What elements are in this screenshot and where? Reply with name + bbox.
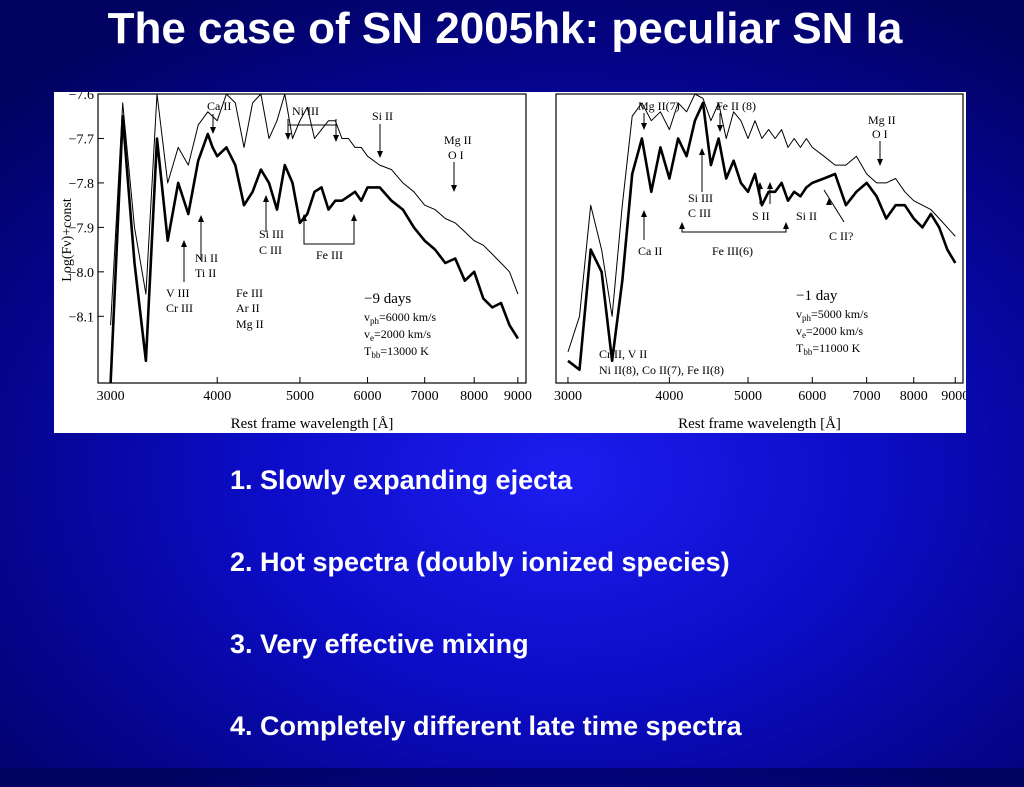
line-marker-ni-ii-head [198, 215, 204, 222]
epoch-label: −9 days [364, 291, 411, 307]
spectrum-thin-line [567, 93, 956, 353]
line-id-si-ii: Si II [372, 109, 393, 123]
x-tick-label: 9000 [941, 389, 966, 404]
line-id-fe-iii: Fe III [236, 286, 263, 300]
spectrum-thick-line [567, 101, 957, 371]
x-tick-label: 5000 [286, 389, 314, 404]
line-id-c-iii: C III [259, 243, 282, 257]
y-tick-label: −8.0 [69, 266, 94, 281]
plot-frame [97, 93, 527, 384]
temperature-label: Tbb=13000 K [364, 344, 429, 360]
line-marker-s-ii-head [757, 182, 763, 189]
line-bracket-fe-iii [303, 238, 355, 245]
velocity-e-label: ve=2000 km/s [796, 324, 863, 340]
line-marker-v-iii-head [181, 240, 187, 247]
line-id-o-i: O I [448, 148, 464, 162]
y-tick-label: −7.7 [69, 132, 94, 147]
line-id-ni-ii-8: Ni II(8), Co II(7), Fe II(8) [599, 363, 724, 377]
x-tick-label: 7000 [411, 389, 439, 404]
line-id-c-ii: C II? [829, 229, 853, 243]
line-marker-mg-ii-7-head [641, 123, 647, 130]
line-id-o-i: O I [872, 127, 888, 141]
line-marker-ni-iii-2-head [333, 135, 339, 142]
line-id-fe-iii-2: Fe III [316, 248, 343, 262]
line-marker-fe-ii-8-head [717, 125, 723, 132]
line-marker-fe-iii-2-head [783, 222, 789, 229]
x-tick-label: 3000 [554, 389, 582, 404]
line-id-ni-ii: Ni II [195, 251, 218, 265]
x-tick-label: 4000 [203, 389, 231, 404]
line-id-ti-ii: Ti II [195, 266, 216, 280]
line-marker-s-ii-2-head [767, 182, 773, 189]
line-marker-mg-ii-head [451, 185, 457, 192]
line-id-mg-ii-2: Mg II [236, 317, 264, 331]
line-id-si-iii: Si III [688, 191, 713, 205]
line-marker-mg-ii-head [877, 159, 883, 166]
bullet-item: 1. Slowly expanding ejecta [230, 465, 573, 495]
line-id-cr-iii: Cr III [166, 301, 193, 315]
x-tick-label: 5000 [734, 389, 762, 404]
line-id-ar-ii: Ar II [236, 301, 260, 315]
y-tick-label: −7.8 [69, 177, 94, 192]
y-tick-label: −7.6 [69, 92, 94, 103]
spectrum-thin-line [110, 93, 519, 326]
plot-frame [555, 93, 964, 384]
y-axis-label: Log(Fν)+const [60, 198, 75, 282]
bullet-item: 2. Hot spectra (doubly ionized species) [230, 547, 730, 577]
temperature-label: Tbb=11000 K [796, 341, 861, 357]
line-id-fe-ii-8: Fe II (8) [716, 99, 756, 113]
spectrum-thick-line [109, 114, 519, 384]
line-id-cr-ii: Cr II, V II [599, 347, 647, 361]
x-axis-label: Rest frame wavelength [Å] [678, 416, 841, 432]
line-bracket-fe-iii [681, 226, 787, 233]
bullet-item: 4. Completely different late time spectr… [230, 711, 742, 741]
line-id-fe-iii-6: Fe III(6) [712, 244, 753, 258]
line-id-mg-ii: Mg II [444, 133, 472, 147]
epoch-label: −1 day [796, 288, 838, 304]
x-tick-label: 7000 [853, 389, 881, 404]
spectra-figure: 3000 4000 5000 6000 7000 8000 9000 Rest frame w… [54, 92, 966, 433]
line-marker-fe-iii-head [679, 222, 685, 229]
velocity-e-label: ve=2000 km/s [364, 327, 431, 343]
x-tick-label: 9000 [504, 389, 532, 404]
velocity-photosphere-label: vph=6000 km/s [364, 310, 436, 326]
line-id-c-iii: C III [688, 206, 711, 220]
bullet-list: 1. Slowly expanding ejecta 2. Hot spectr… [230, 459, 990, 787]
line-marker-fe-iii-2-head [351, 214, 357, 221]
line-id-mg-ii-7: Mg II(7) [638, 99, 680, 113]
x-tick-label: 4000 [655, 389, 683, 404]
x-tick-label: 8000 [900, 389, 928, 404]
line-marker-si-iii-head [699, 148, 705, 155]
line-marker-c-ii [823, 189, 845, 223]
line-id-ca-ii: Ca II [638, 244, 662, 258]
line-id-si-iii: Si III [259, 227, 284, 241]
line-marker-si-iii-head [263, 195, 269, 202]
line-marker-ni-iii-head [285, 133, 291, 140]
slide-title: The case of SN 2005hk: peculiar SN Ia [107, 4, 903, 53]
line-id-ca-ii: Ca II [207, 99, 231, 113]
y-tick-label: −8.1 [69, 310, 94, 325]
line-id-s-ii: S II [752, 209, 770, 223]
line-marker-ca-ii-head [210, 127, 216, 134]
line-marker-ca-ii-head [641, 210, 647, 217]
line-marker-si-ii-head [377, 151, 383, 158]
line-id-mg-ii: Mg II [868, 113, 896, 127]
line-marker-fe-iii-head [301, 214, 307, 221]
line-bracket-ni-iii [287, 119, 337, 126]
x-tick-label: 8000 [460, 389, 488, 404]
velocity-photosphere-label: vph=5000 km/s [796, 307, 868, 323]
line-marker-si-ii-head [826, 198, 832, 205]
line-id-si-ii: Si II [796, 209, 817, 223]
y-tick-label: −7.9 [69, 221, 94, 236]
line-id-ni-iii: Ni III [292, 104, 319, 118]
x-tick-label: 3000 [97, 389, 125, 404]
x-tick-label: 6000 [798, 389, 826, 404]
line-id-v-iii: V III [166, 286, 189, 300]
spectra-figure-svg: 3000 4000 5000 6000 7000 8000 9000 Rest frame w… [60, 92, 966, 432]
x-axis-label: Rest frame wavelength [Å] [231, 416, 394, 432]
x-tick-label: 6000 [354, 389, 382, 404]
bullet-item: 3. Very effective mixing [230, 629, 529, 659]
